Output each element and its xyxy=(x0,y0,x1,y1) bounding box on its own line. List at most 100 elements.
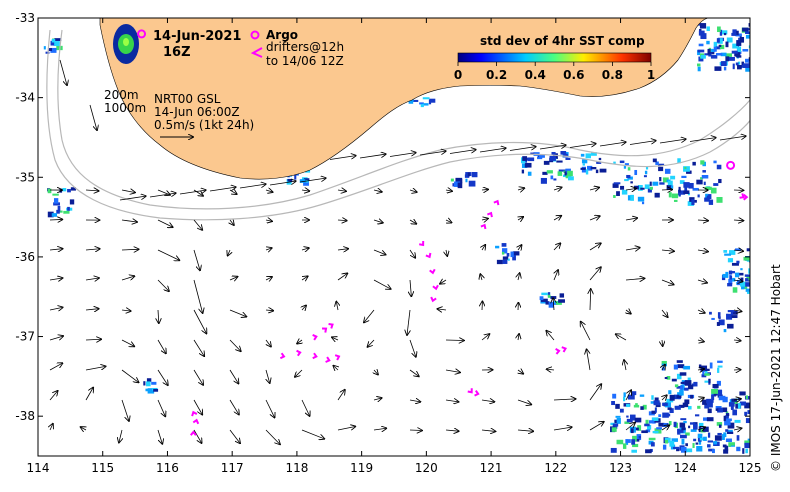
sst-pixel xyxy=(613,161,616,164)
sst-pixel xyxy=(740,268,743,271)
sst-pixel xyxy=(596,161,602,164)
sst-pixel xyxy=(692,187,699,191)
colorbar-title: std dev of 4hr SST comp xyxy=(480,34,645,48)
sst-pixel xyxy=(146,378,152,382)
sst-pixel xyxy=(679,180,685,184)
drifter-fix xyxy=(328,323,334,329)
sst-pixel xyxy=(728,442,735,446)
sst-pixel xyxy=(564,171,567,176)
sst-pixel xyxy=(629,414,636,421)
sst-pixel xyxy=(151,381,157,385)
product-label: NRT00 GSL xyxy=(154,92,221,106)
current-arrow xyxy=(661,279,674,284)
current-arrow xyxy=(333,366,338,370)
sst-pixel xyxy=(611,427,617,432)
sst-pixel xyxy=(649,186,653,190)
sst-pixel xyxy=(723,415,726,422)
current-arrow xyxy=(337,426,355,430)
sst-pixel xyxy=(585,153,592,159)
current-arrow xyxy=(157,219,173,227)
drifter-fix xyxy=(487,211,493,218)
sst-pixel xyxy=(614,425,618,429)
sst-pixel xyxy=(727,258,734,263)
sst-pixel xyxy=(669,440,675,447)
sst-pixel xyxy=(643,175,647,178)
current-arrow xyxy=(337,273,347,281)
sst-pixel xyxy=(287,178,293,182)
depth-200-label: 200m xyxy=(104,88,139,102)
sst-pixel xyxy=(53,41,60,47)
current-arrow xyxy=(302,306,306,310)
sst-pixel xyxy=(47,188,52,194)
sst-pixel xyxy=(732,43,739,49)
current-arrow xyxy=(49,249,62,250)
current-arrow xyxy=(228,250,230,256)
drifter-fix xyxy=(430,296,437,303)
sst-pixel xyxy=(715,406,722,410)
current-arrow xyxy=(229,369,238,383)
sst-pixel xyxy=(47,211,54,218)
drifter-fix xyxy=(743,193,749,201)
drifter-fix xyxy=(334,354,341,361)
sst-pixel xyxy=(624,163,629,166)
sst-pixel xyxy=(745,418,750,424)
sst-pixel xyxy=(610,447,617,453)
sst-pixel xyxy=(521,163,528,168)
sst-pixel xyxy=(512,255,516,261)
sst-pixel xyxy=(619,160,625,164)
sst-pixel xyxy=(685,443,688,447)
current-arrow xyxy=(121,399,129,421)
sst-pixel xyxy=(700,177,704,180)
shelf-current-arrow xyxy=(239,184,266,189)
sst-pixel xyxy=(665,402,672,408)
drifter-fix xyxy=(561,346,567,353)
shelf-current-arrow xyxy=(719,136,746,141)
sst-pixel xyxy=(648,420,654,424)
sst-pixel xyxy=(701,374,707,378)
current-arrow xyxy=(697,427,705,430)
sst-pixel xyxy=(680,381,685,384)
sst-pixel xyxy=(556,160,563,163)
sst-pixel xyxy=(62,188,67,192)
sst-pixel xyxy=(502,256,509,260)
current-arrow xyxy=(697,220,708,221)
sst-pixel xyxy=(706,40,710,45)
sst-pixel xyxy=(751,54,756,59)
sst-pixel xyxy=(641,430,648,434)
current-arrow xyxy=(518,273,520,281)
sst-pixel xyxy=(671,378,677,382)
sst-pixel xyxy=(734,272,740,278)
sst-pixel xyxy=(616,439,624,445)
sst-pixel xyxy=(726,37,733,43)
sst-pixel xyxy=(729,275,733,280)
sst-pixel xyxy=(666,413,671,417)
sst-pixel xyxy=(680,446,687,453)
current-arrow xyxy=(480,274,482,281)
sst-pixel xyxy=(659,177,662,182)
sst-pixel xyxy=(632,435,637,442)
sst-pixel xyxy=(699,437,706,441)
sst-pixel xyxy=(706,402,713,408)
sst-pixel xyxy=(635,438,640,442)
map-title-date: 14-Jun-2021 xyxy=(153,29,241,44)
sst-pixel xyxy=(652,181,659,186)
drifter-fix xyxy=(429,268,436,275)
sst-pixel xyxy=(718,178,722,184)
sst-pixel xyxy=(717,367,720,373)
sst-pixel xyxy=(630,428,634,434)
current-arrow xyxy=(85,339,101,340)
sst-pixel xyxy=(647,188,652,193)
drifter-fix xyxy=(419,240,425,247)
current-arrow xyxy=(625,278,644,280)
sst-pixel xyxy=(563,153,568,158)
sst-pixel xyxy=(662,412,669,418)
shelf-current-arrow xyxy=(119,196,146,201)
current-arrow xyxy=(626,310,631,314)
current-arrow xyxy=(733,250,743,251)
sst-pixel xyxy=(740,37,745,43)
sst-pixel xyxy=(717,360,723,363)
current-arrow xyxy=(625,248,640,250)
sst-pixel xyxy=(743,63,750,69)
sst-pixel xyxy=(698,364,702,369)
current-arrow xyxy=(193,339,204,356)
